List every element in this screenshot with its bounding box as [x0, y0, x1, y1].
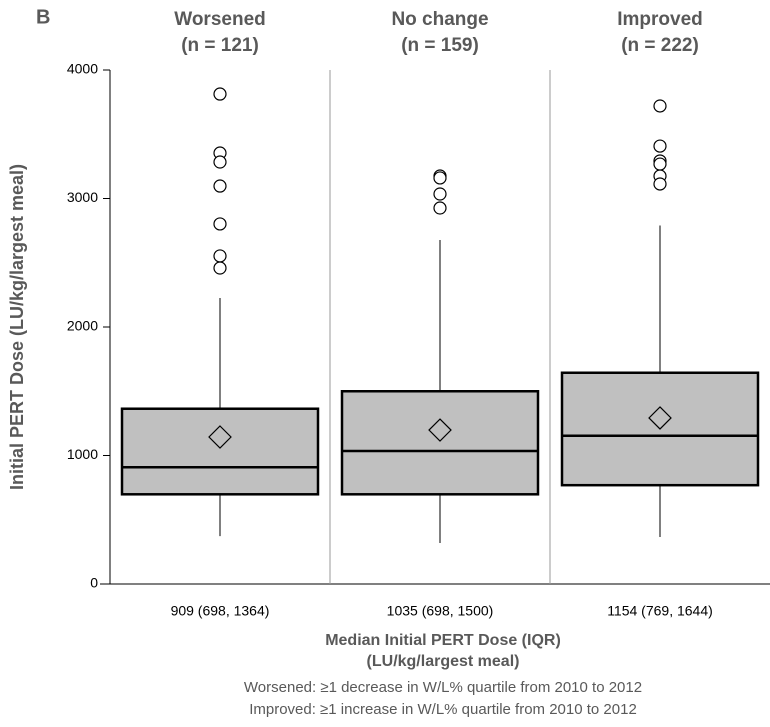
outlier	[433, 171, 447, 185]
outlier	[653, 157, 667, 171]
y-axis-title: Initial PERT Dose (LU/kg/largest meal)	[7, 164, 27, 490]
category-title: No change	[391, 9, 488, 30]
y-tick-label: 1000	[67, 446, 98, 462]
outlier	[213, 249, 227, 263]
outlier	[433, 187, 447, 201]
summary-label: 1035 (698, 1500)	[387, 603, 494, 619]
panel-label: B	[36, 6, 50, 28]
y-tick-label: 3000	[67, 189, 98, 205]
category-n: (n = 159)	[401, 35, 479, 56]
outlier	[653, 99, 667, 113]
outlier	[213, 155, 227, 169]
y-tick-label: 4000	[67, 61, 98, 77]
outlier	[213, 179, 227, 193]
category-n: (n = 222)	[621, 35, 699, 56]
outlier	[213, 87, 227, 101]
category-title: Improved	[617, 9, 703, 30]
summary-label: 1154 (769, 1644)	[607, 603, 713, 619]
mean-marker	[648, 406, 672, 430]
outlier	[653, 177, 667, 191]
x-axis-title: Median Initial PERT Dose (IQR)	[325, 632, 561, 649]
y-tick-label: 0	[90, 575, 98, 591]
outlier	[433, 201, 447, 215]
note: Improved: ≥1 increase in W/L% quartile f…	[249, 701, 637, 718]
mean-marker	[428, 418, 452, 442]
summary-label: 909 (698, 1364)	[171, 603, 270, 619]
box	[120, 407, 320, 496]
y-tick-label: 2000	[67, 318, 98, 334]
outlier	[213, 217, 227, 231]
category-title: Worsened	[174, 9, 266, 30]
mean-marker	[208, 425, 232, 449]
note: Worsened: ≥1 decrease in W/L% quartile f…	[244, 679, 642, 696]
category-n: (n = 121)	[181, 35, 259, 56]
x-axis-title: (LU/kg/largest meal)	[367, 653, 520, 670]
box	[340, 390, 540, 496]
outlier	[653, 139, 667, 153]
outlier	[213, 261, 227, 275]
